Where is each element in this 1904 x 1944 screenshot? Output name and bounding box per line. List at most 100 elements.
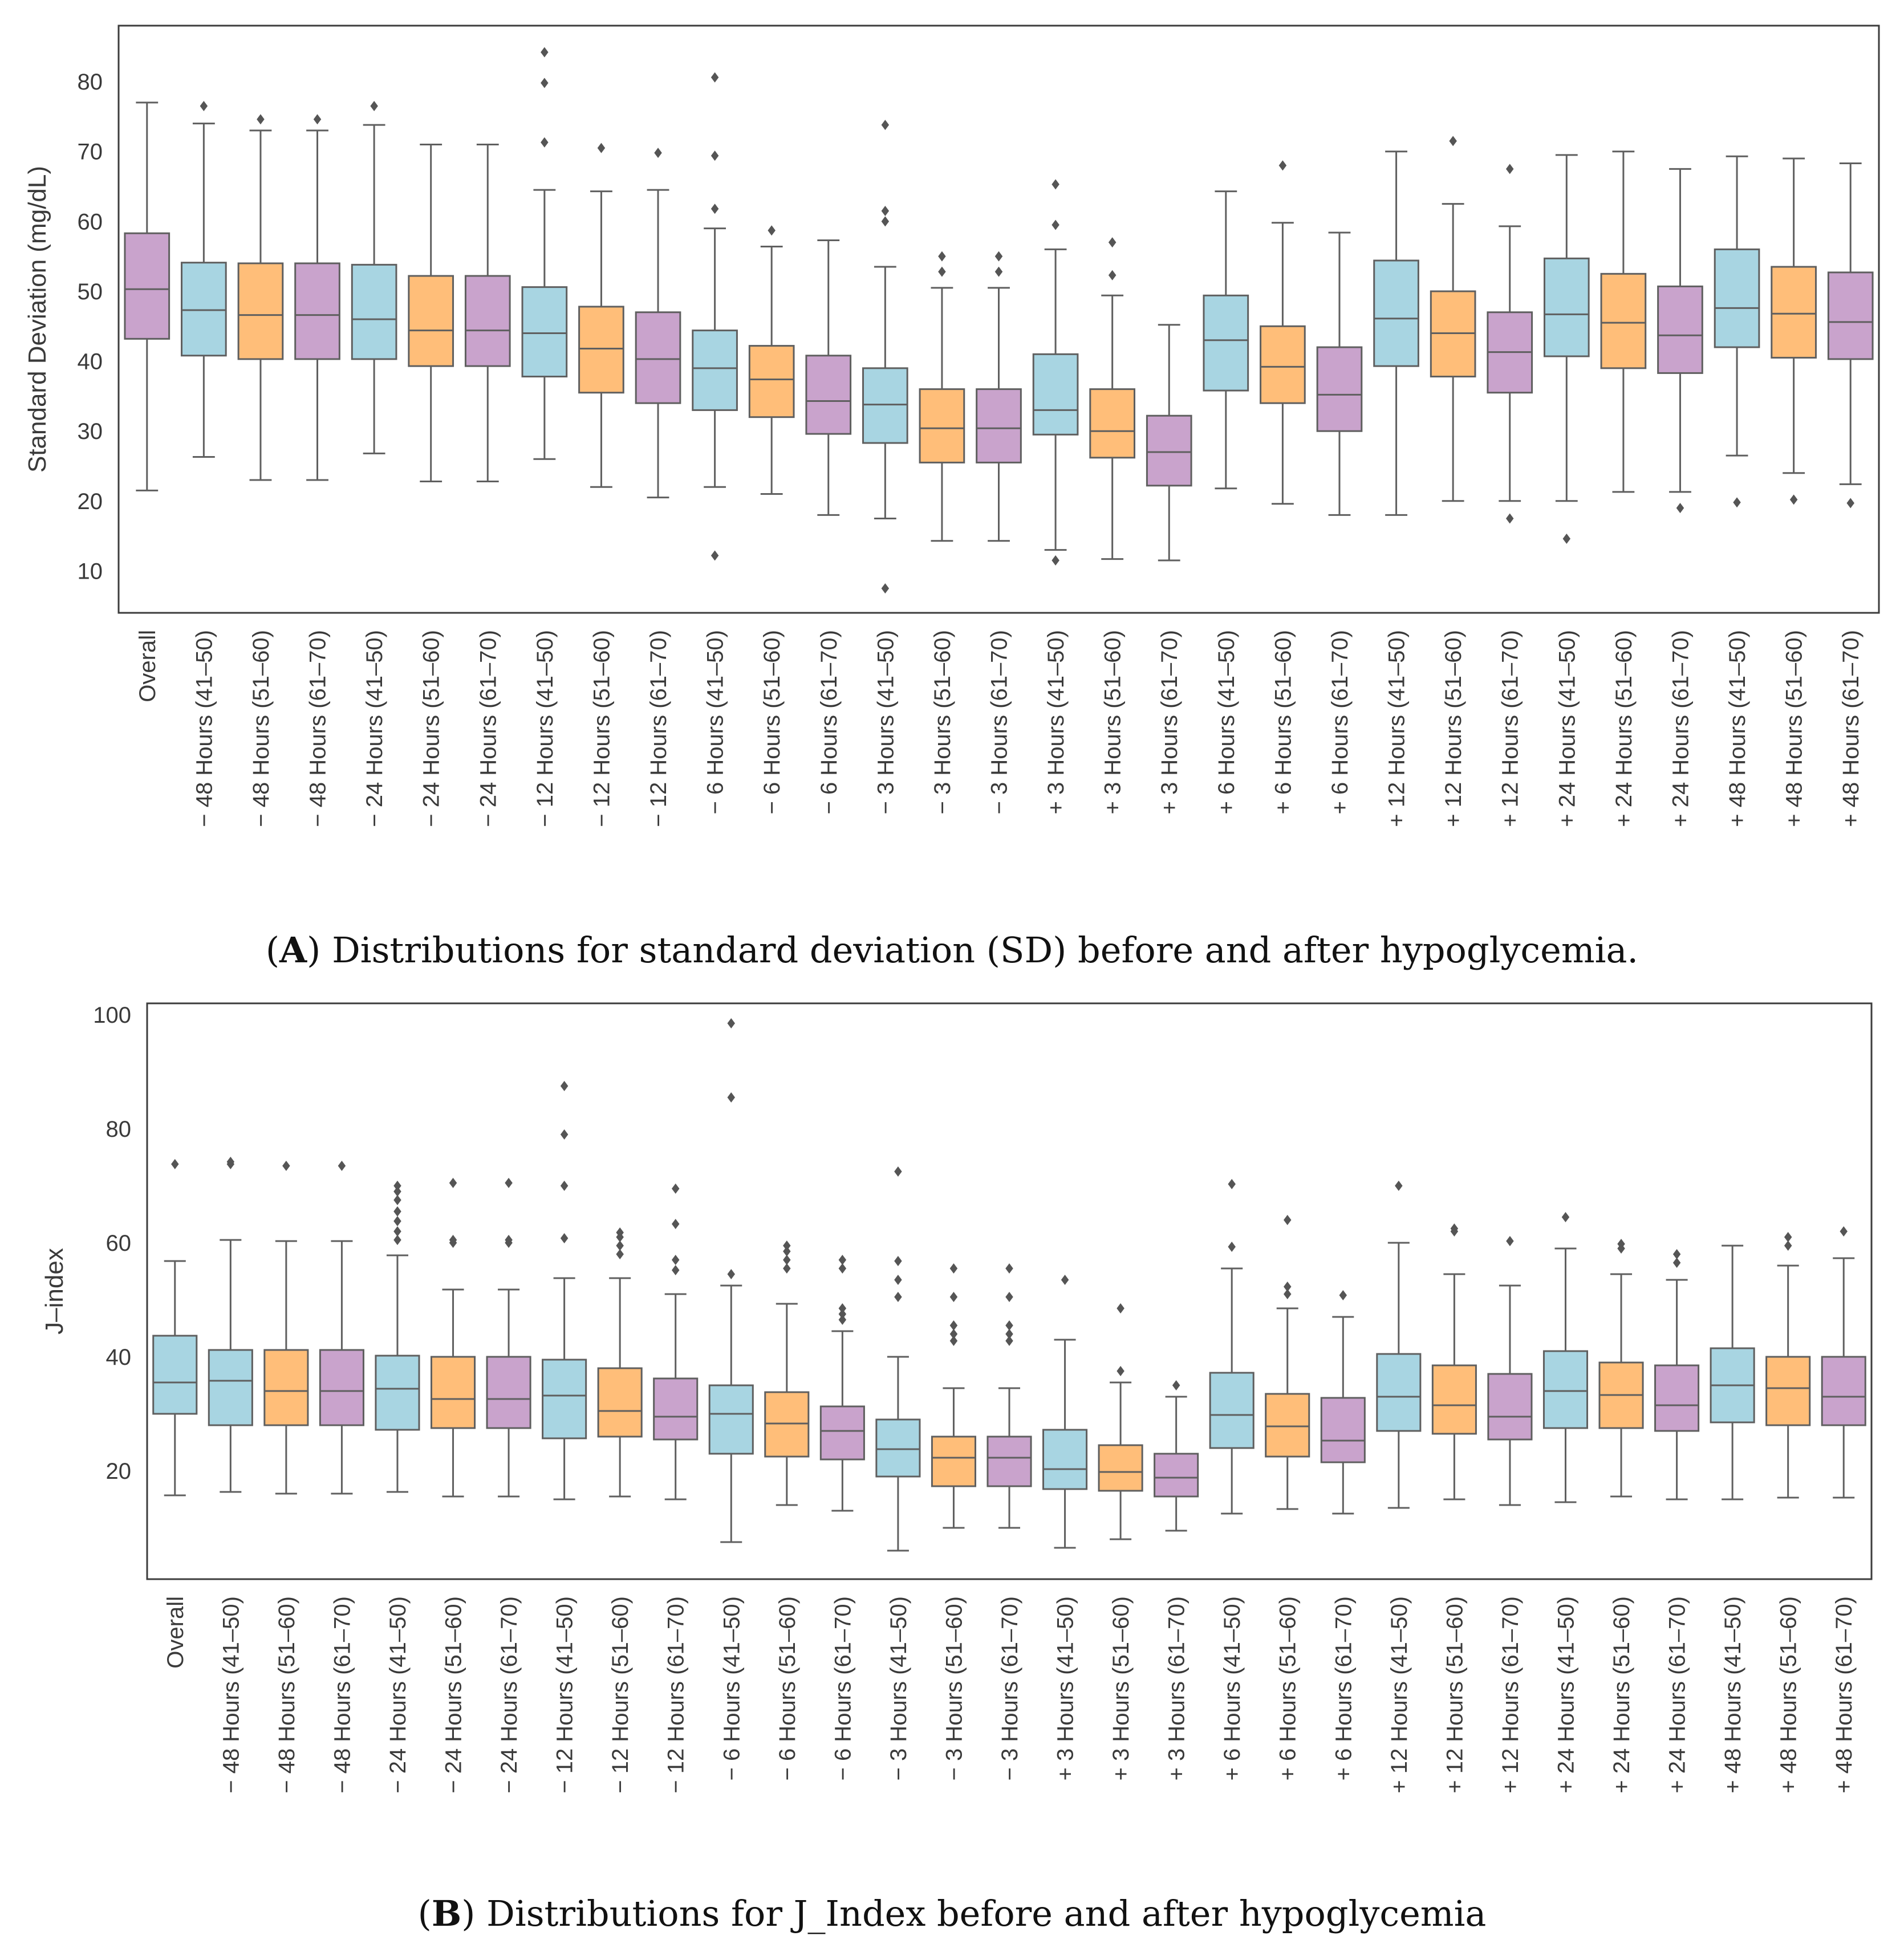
- panel-b-caption-text: Distributions for J_Index before and aft…: [475, 1893, 1487, 1934]
- panel-a-xtick-label: + 24 Hours (61–70): [1668, 630, 1693, 827]
- iqr-box: [521, 286, 568, 378]
- outlier-point: [200, 101, 208, 112]
- panel-a-xtick-label: − 12 Hours (51–60): [589, 630, 614, 827]
- iqr-box: [124, 232, 170, 340]
- panel-a-box: [181, 101, 227, 458]
- iqr-box: [578, 306, 624, 394]
- panel-a-xtick-label: Overall: [135, 630, 160, 702]
- iqr-box: [692, 330, 738, 411]
- panel-b-box: [1265, 1215, 1310, 1510]
- outlier-point: [541, 47, 549, 58]
- panel-b-box: [542, 1081, 587, 1500]
- panel-b-box: [486, 1178, 531, 1498]
- outlier-point: [1789, 494, 1798, 505]
- panel-b-xtick-label: − 6 Hours (51–60): [775, 1596, 800, 1781]
- panel-a-box: [635, 148, 681, 499]
- panel-a-box: [1430, 136, 1476, 502]
- iqr-box: [1098, 1444, 1143, 1492]
- panel-b-xtick-label: + 48 Hours (61–70): [1832, 1596, 1857, 1793]
- panel-b-xtick-label: − 48 Hours (41–50): [218, 1596, 243, 1793]
- panel-b-box: [1487, 1236, 1533, 1506]
- panel-b-xtick-label: + 3 Hours (41–50): [1053, 1596, 1078, 1781]
- iqr-box: [408, 275, 454, 367]
- outlier-point: [1672, 1249, 1681, 1259]
- iqr-box: [1042, 1429, 1088, 1490]
- iqr-box: [1209, 1372, 1255, 1449]
- panel-b-box: [764, 1241, 810, 1506]
- panel-b-box: [1431, 1223, 1477, 1500]
- panel-b-xtick-label: − 48 Hours (51–60): [274, 1596, 299, 1793]
- outlier-point: [597, 143, 606, 153]
- panel-b-xtick-label: + 12 Hours (51–60): [1442, 1596, 1467, 1793]
- panel-a-ytick-label: 10: [78, 559, 103, 584]
- outlier-point: [1052, 219, 1059, 230]
- iqr-box: [542, 1359, 587, 1439]
- outlier-point: [783, 1263, 791, 1274]
- panel-b-xtick-label: + 3 Hours (51–60): [1109, 1596, 1134, 1781]
- iqr-box: [976, 388, 1022, 463]
- panel-a-xtick-label: + 3 Hours (51–60): [1101, 630, 1126, 815]
- outlier-point: [560, 1129, 569, 1140]
- panel-b-xtick-label: + 6 Hours (41–50): [1220, 1596, 1245, 1781]
- panel-a-ytick-label: 20: [78, 489, 103, 514]
- outlier-point: [671, 1255, 680, 1265]
- outlier-point: [938, 251, 946, 262]
- panel-b-xtick-label: − 3 Hours (41–50): [886, 1596, 911, 1781]
- panel-b-box: [1320, 1290, 1366, 1515]
- outlier-point: [1840, 1226, 1848, 1237]
- iqr-box: [1032, 353, 1079, 436]
- iqr-box: [1542, 1350, 1589, 1429]
- panel-a-xtick-label: − 3 Hours (51–60): [930, 630, 955, 815]
- outlier-point: [560, 1081, 569, 1091]
- outlier-point: [449, 1235, 457, 1245]
- outlier-point: [393, 1206, 401, 1217]
- panel-b-ytick-label: 20: [106, 1459, 132, 1484]
- outlier-point: [671, 1265, 680, 1275]
- panel-a-xtick-label: − 6 Hours (61–70): [817, 630, 842, 815]
- panel-a-caption-text: Distributions for standard deviation (SD…: [320, 929, 1639, 971]
- iqr-box: [430, 1356, 476, 1429]
- panel-b-box: [819, 1255, 865, 1512]
- panel-a-xtick-label: − 3 Hours (61–70): [987, 630, 1012, 815]
- outlier-point: [881, 583, 890, 594]
- outlier-point: [1117, 1303, 1124, 1313]
- panel-b-xtick-label: + 48 Hours (41–50): [1720, 1596, 1745, 1793]
- panel-a-ytick-label: 30: [78, 419, 103, 444]
- outlier-point: [938, 266, 946, 277]
- panel-b-box: [986, 1263, 1032, 1529]
- panel-a-ytick-label: 40: [78, 349, 103, 375]
- outlier-point: [505, 1235, 513, 1245]
- panel-b-box: [1042, 1275, 1088, 1549]
- outlier-point: [838, 1263, 847, 1274]
- panel-a-xtick-label: − 24 Hours (51–60): [419, 630, 444, 827]
- iqr-box: [181, 262, 227, 357]
- panel-b-xtick-label: − 12 Hours (41–50): [553, 1596, 578, 1793]
- panel-a-plot-frame: [117, 25, 1880, 614]
- panel-a-xtick-label: + 48 Hours (51–60): [1782, 630, 1807, 827]
- iqr-box: [919, 388, 965, 463]
- outlier-point: [783, 1246, 791, 1256]
- panel-b-ytick-label: 80: [106, 1117, 132, 1142]
- outlier-point: [727, 1018, 736, 1028]
- panel-b-box: [875, 1166, 921, 1552]
- panel-a-caption-letter: A: [279, 929, 307, 971]
- panel-a-box: [294, 114, 340, 481]
- panel-b-ytick-label: 40: [106, 1345, 132, 1370]
- outlier-point: [1339, 1290, 1347, 1300]
- iqr-box: [1203, 294, 1249, 392]
- outlier-point: [393, 1186, 401, 1197]
- outlier-point: [1672, 1258, 1681, 1268]
- panel-b-box: [708, 1018, 754, 1543]
- iqr-box: [237, 262, 284, 360]
- panel-b-box: [1542, 1212, 1589, 1503]
- iqr-box: [805, 355, 852, 435]
- iqr-box: [653, 1377, 699, 1441]
- iqr-box: [351, 263, 397, 360]
- panel-b-box: [597, 1227, 643, 1498]
- panel-a-xtick-label: + 24 Hours (41–50): [1554, 630, 1580, 827]
- outlier-point: [1283, 1215, 1292, 1225]
- outlier-point: [881, 205, 890, 216]
- panel-a-xtick-label: + 6 Hours (41–50): [1214, 630, 1239, 815]
- panel-a-box: [748, 225, 795, 495]
